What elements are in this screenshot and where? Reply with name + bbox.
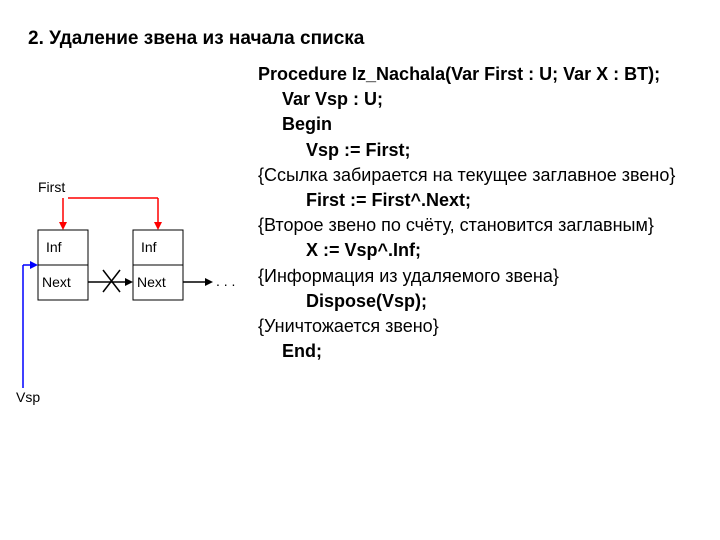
first-new-arrow xyxy=(68,198,162,230)
code-l11: {Уничтожается звено} xyxy=(258,314,698,339)
code-l3: Begin xyxy=(258,112,698,137)
svg-text:Next: Next xyxy=(137,274,166,290)
code-l5: {Ссылка забирается на текущее заглавное … xyxy=(258,163,698,188)
code-l12: End; xyxy=(258,339,698,364)
code-l4: Vsp := First; xyxy=(258,138,698,163)
code-listing: Procedure Iz_Nachala(Var First : U; Var … xyxy=(258,62,698,364)
code-l10: Dispose(Vsp); xyxy=(258,289,698,314)
vsp-label: Vsp xyxy=(16,389,40,405)
page-title: 2. Удаление звена из начала списка xyxy=(28,28,364,50)
code-l8: X := Vsp^.Inf; xyxy=(258,238,698,263)
vsp-arrow xyxy=(23,261,38,388)
node-2: Inf Next xyxy=(133,230,183,300)
first-label: First xyxy=(38,179,65,195)
code-l9: {Информация из удаляемого звена} xyxy=(258,264,698,289)
next-arrow-1 xyxy=(88,270,133,292)
next-arrow-2 xyxy=(183,278,213,286)
first-old-arrow xyxy=(59,198,67,230)
svg-text:Inf: Inf xyxy=(46,239,62,255)
code-l6: First := First^.Next; xyxy=(258,188,698,213)
ellipsis: . . . xyxy=(216,273,235,289)
code-l1: Procedure Iz_Nachala(Var First : U; Var … xyxy=(258,62,698,87)
code-l7: {Второе звено по счёту, становится загла… xyxy=(258,213,698,238)
svg-text:Inf: Inf xyxy=(141,239,157,255)
code-l2: Var Vsp : U; xyxy=(258,87,698,112)
node-1: Inf Next xyxy=(38,230,88,300)
svg-text:Next: Next xyxy=(42,274,71,290)
linked-list-diagram: First Inf Next Inf Next xyxy=(8,170,248,430)
